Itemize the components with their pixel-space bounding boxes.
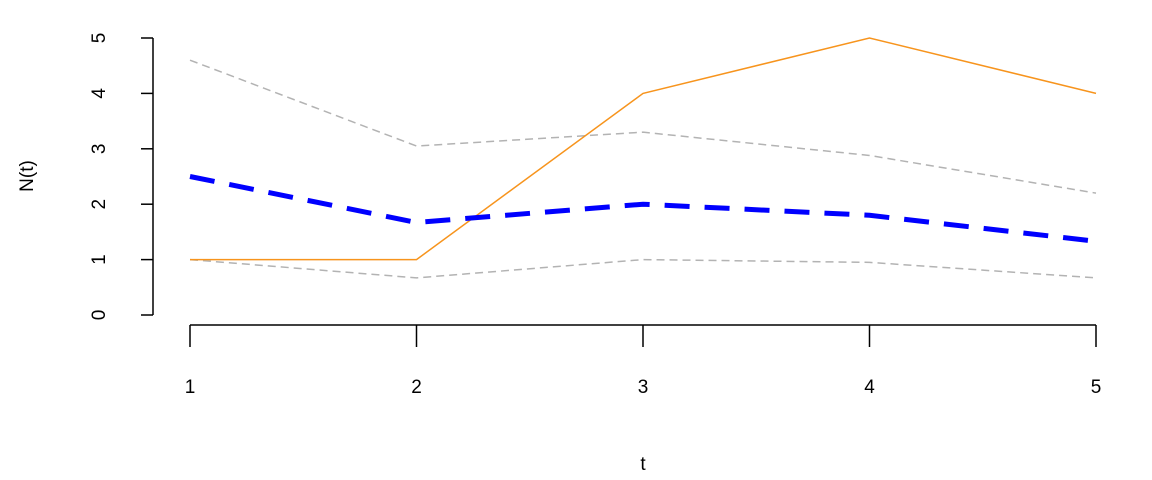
series-line	[189, 174, 1097, 244]
y-axis-label: N(t)	[17, 160, 38, 192]
y-tick-label: 1	[89, 254, 110, 265]
y-tick-label: 4	[89, 88, 110, 99]
series-line	[190, 37, 1097, 261]
y-tick-label: 3	[89, 144, 110, 155]
x-tick-label: 3	[638, 377, 649, 398]
x-axis-label: t	[640, 454, 646, 475]
series-line	[189, 59, 1097, 194]
x-tick-label: 4	[864, 377, 875, 398]
series-line	[189, 258, 1097, 279]
y-tick-label: 0	[89, 310, 110, 321]
x-tick-label: 2	[411, 377, 422, 398]
y-tick-label: 5	[89, 33, 110, 44]
x-tick-label: 1	[185, 377, 196, 398]
x-tick-label: 5	[1091, 377, 1102, 398]
y-tick-label: 2	[89, 199, 110, 210]
